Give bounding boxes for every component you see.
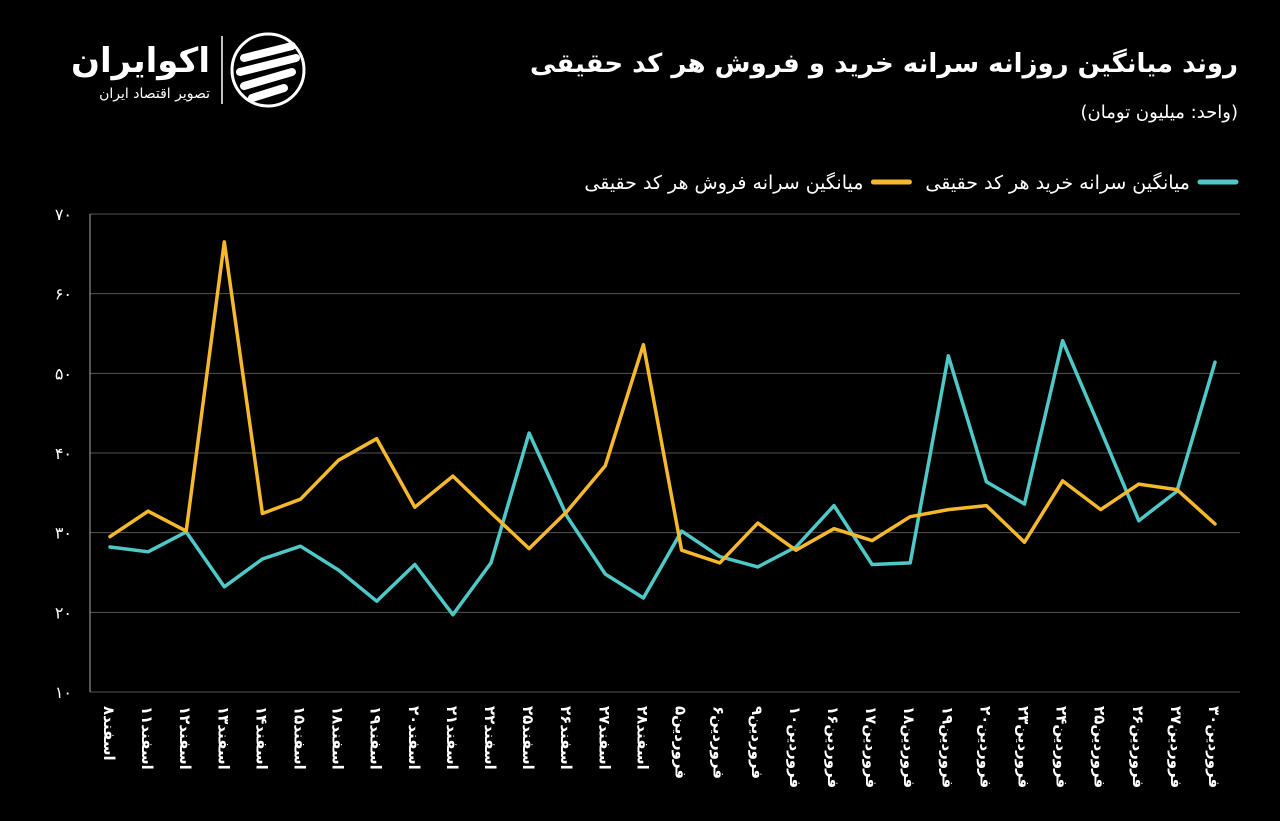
x-tick-label: اسفند۲۸	[633, 706, 651, 770]
legend-label: میانگین سرانه خرید هر کد حقیقی	[925, 171, 1190, 194]
logo-ring	[230, 32, 306, 108]
x-tick-label: اسفند۱۵	[291, 706, 309, 770]
x-tick-label: فروردین۱۶	[824, 706, 842, 788]
x-tick-label: فروردین۲۵	[1091, 706, 1109, 788]
chart-title: روند میانگین روزانه سرانه خرید و فروش هر…	[530, 48, 1238, 79]
y-tick-label: ۱۰	[55, 683, 72, 702]
brand-name: اکوایران	[71, 41, 210, 81]
x-tick-label: اسفند۱۱	[138, 706, 156, 770]
x-tick-label: اسفند۱۸	[329, 706, 347, 770]
y-tick-label: ۲۰	[55, 603, 72, 622]
x-tick-label: اسفند۸	[100, 706, 118, 761]
x-tick-label: فروردین۱۰	[786, 706, 804, 788]
x-tick-label: اسفند۲۰	[405, 706, 423, 770]
x-tick-label: فروردین۲۴	[1053, 706, 1071, 788]
x-tick-label: اسفند۱۲	[176, 706, 194, 770]
x-tick-label: فروردین۶	[710, 706, 728, 779]
y-tick-label: ۵۰	[55, 364, 72, 383]
series-line	[108, 240, 1217, 565]
y-tick-label: ۶۰	[55, 285, 72, 304]
x-tick-label: فروردین۵	[672, 706, 690, 779]
x-tick-label: فروردین۲۶	[1129, 706, 1147, 788]
x-tick-label: اسفند۲۶	[557, 706, 575, 770]
x-tick-label: فروردین۳۰	[1205, 706, 1223, 788]
legend-label: میانگین سرانه فروش هر کد حقیقی	[584, 171, 863, 194]
logo-icon	[230, 32, 306, 108]
y-tick-label: ۷۰	[55, 205, 72, 224]
x-tick-label: اسفند۲۲	[481, 706, 499, 770]
logo-stripes	[236, 42, 300, 102]
x-tick-label: اسفند۱۹	[367, 706, 385, 770]
x-tick-label: فروردین۹	[748, 706, 766, 779]
x-tick-label: اسفند۲۵	[519, 706, 537, 770]
series-line	[108, 338, 1217, 617]
y-tick-label: ۳۰	[55, 524, 72, 543]
x-tick-label: اسفند۲۱	[443, 706, 461, 770]
x-tick-label: اسفند۲۷	[595, 706, 613, 770]
x-tick-label: اسفند۱۴	[252, 706, 270, 770]
y-tick-label: ۴۰	[55, 444, 72, 463]
x-tick-label: فروردین۱۷	[862, 706, 880, 788]
x-tick-label: فروردین۱۸	[900, 706, 918, 788]
x-tick-label: فروردین۲۷	[1167, 706, 1185, 788]
brand-tagline: تصویر اقتصاد ایران	[99, 86, 210, 102]
x-tick-label: فروردین۲۳	[1014, 706, 1032, 788]
x-tick-label: اسفند۱۳	[214, 706, 232, 770]
chart-subtitle: (واحد: میلیون تومان)	[1081, 102, 1238, 123]
x-tick-label: فروردین۱۹	[938, 706, 956, 788]
x-tick-label: فروردین۲۰	[976, 706, 994, 788]
